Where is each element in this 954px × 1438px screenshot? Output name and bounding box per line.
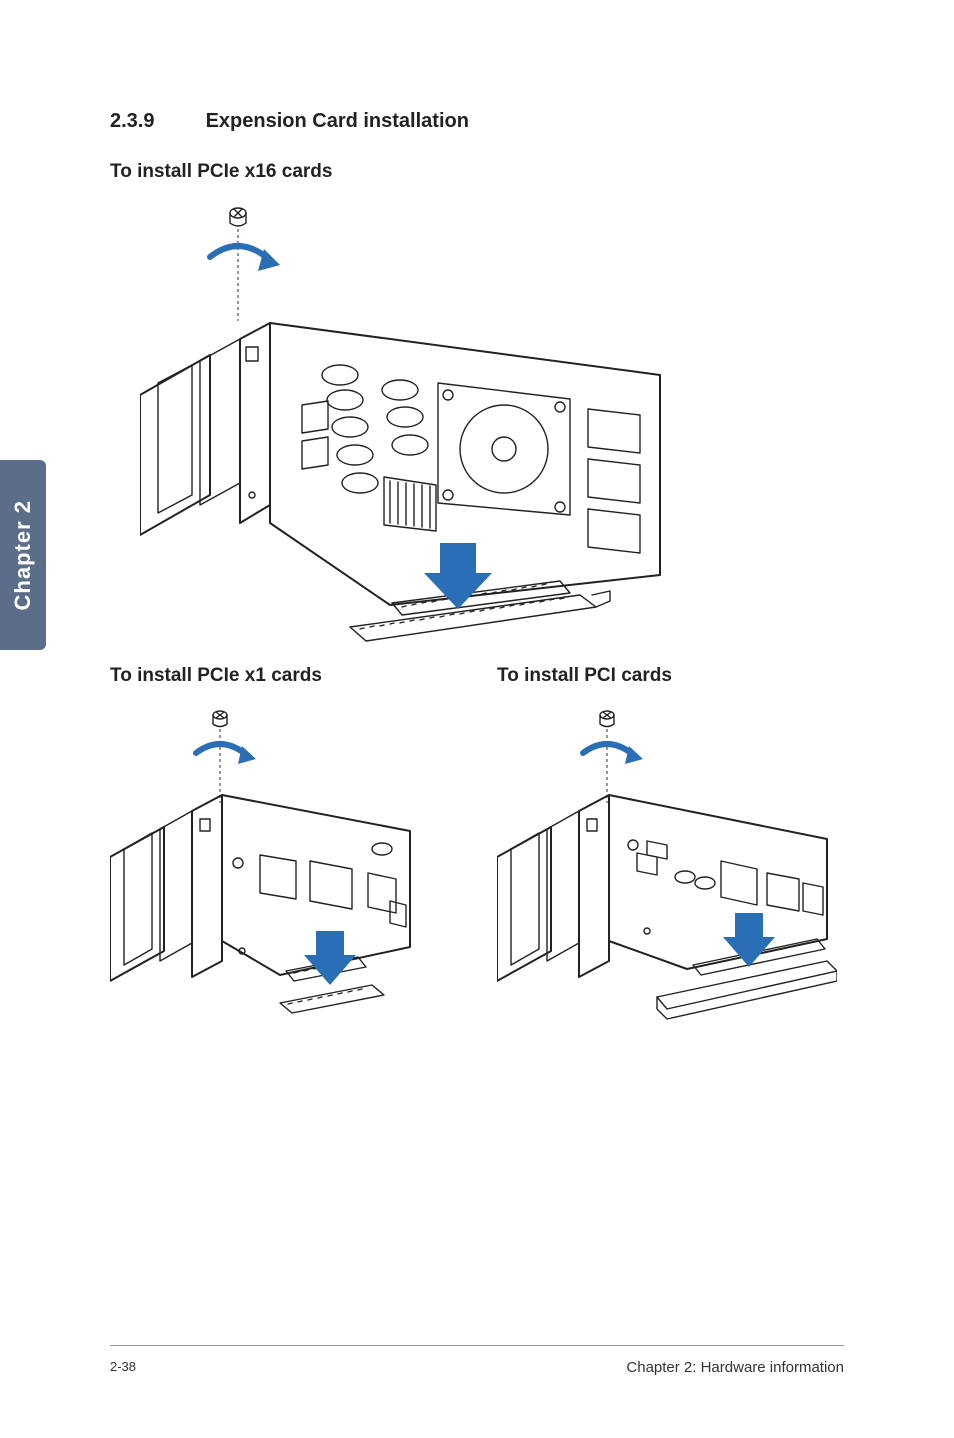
diagram-pcie-x16 — [140, 195, 700, 645]
col-left: To install PCIe x1 cards — [110, 665, 457, 1039]
col-right: To install PCI cards — [497, 665, 844, 1039]
footer-chapter: Chapter 2: Hardware information — [626, 1359, 844, 1376]
section-heading: 2.3.9 Expension Card installation — [110, 110, 844, 133]
subheading-pci: To install PCI cards — [497, 665, 844, 687]
two-column-row: To install PCIe x1 cards — [110, 665, 844, 1039]
section-number: 2.3.9 — [110, 110, 200, 133]
subheading-x1: To install PCIe x1 cards — [110, 665, 457, 687]
section-title: Expension Card installation — [206, 110, 469, 132]
diagram-pcie-x1 — [110, 699, 450, 1039]
footer-page-number: 2-38 — [110, 1359, 136, 1376]
footer-rule — [110, 1345, 844, 1346]
subheading-x16: To install PCIe x16 cards — [110, 161, 844, 183]
diagram-pci — [497, 699, 837, 1039]
footer: 2-38 Chapter 2: Hardware information — [110, 1359, 844, 1376]
page-body: 2.3.9 Expension Card installation To ins… — [0, 0, 954, 1438]
